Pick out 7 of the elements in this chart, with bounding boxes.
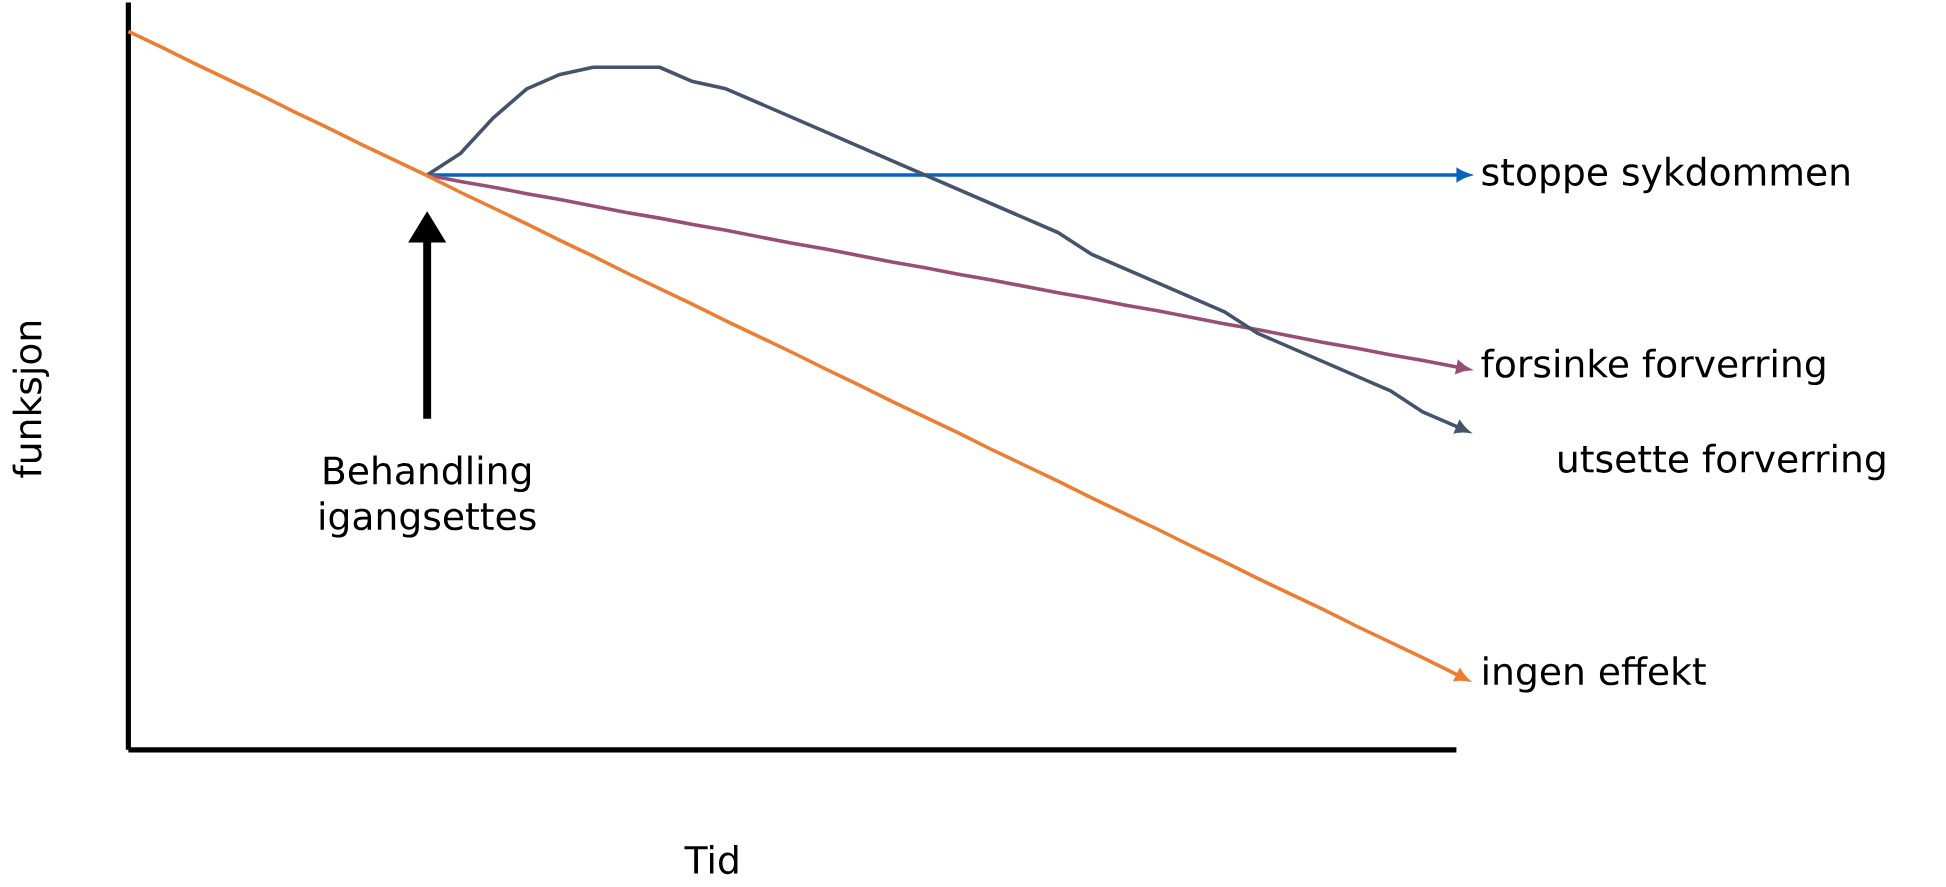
x-axis-title: Tid	[684, 845, 738, 875]
series-label: forsinke forverring	[1481, 348, 1825, 386]
series-label: ingen effekt	[1484, 656, 1706, 693]
text: utsette forverring	[1559, 443, 1885, 481]
annotation: Behandling igangsettes	[320, 455, 536, 538]
series-label: stoppe sykdommen	[1482, 156, 1849, 194]
y-axis-title: funksjon	[12, 322, 50, 478]
